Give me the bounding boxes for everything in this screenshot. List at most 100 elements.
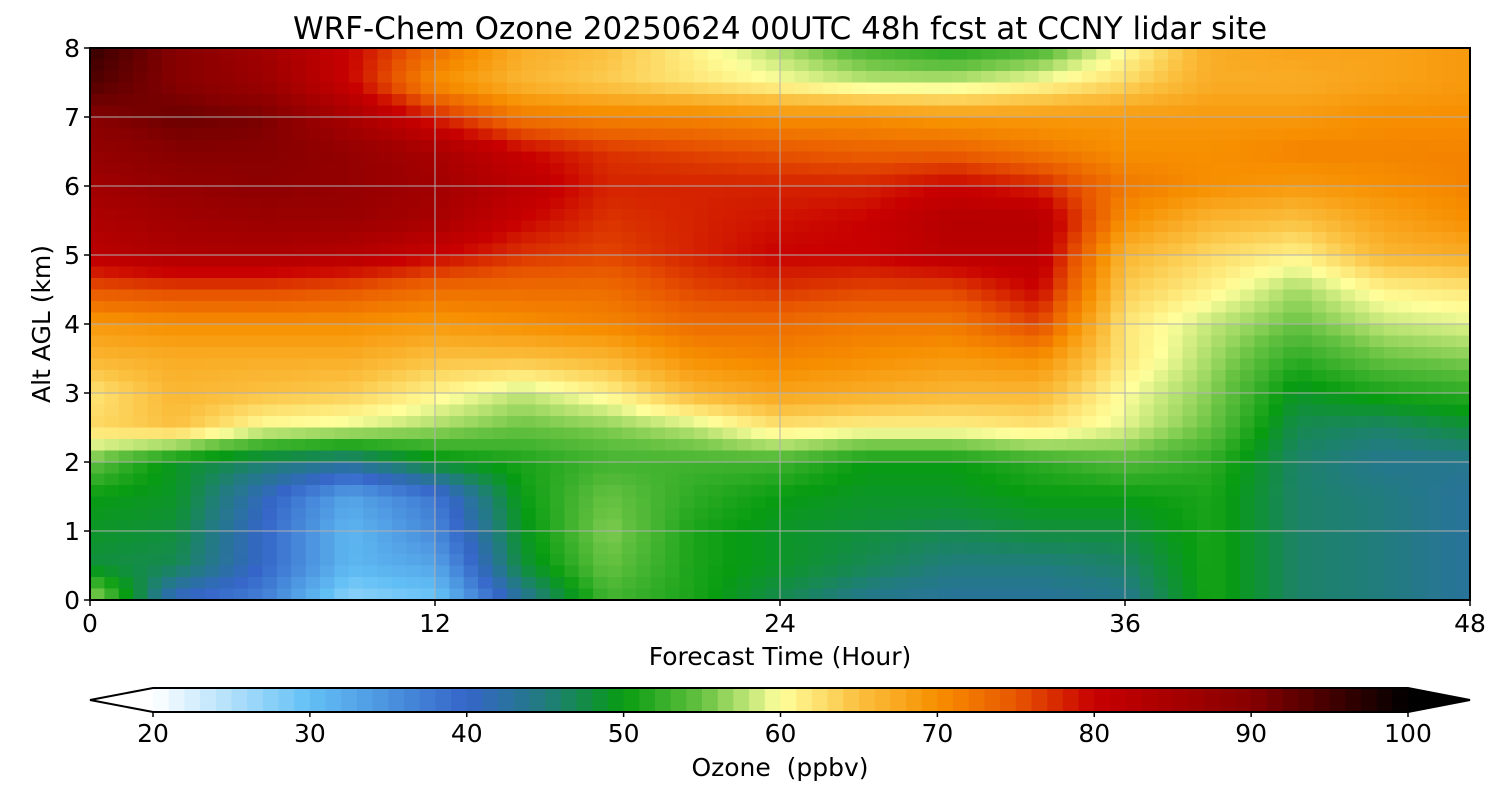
heatmap-cell: [564, 450, 580, 463]
heatmap-cell: [1125, 312, 1140, 325]
heatmap-cell: [693, 48, 709, 61]
colorbar-segment: [1015, 688, 1032, 712]
heatmap-cell: [550, 301, 565, 314]
heatmap-cell: [1441, 542, 1457, 555]
heatmap-cell: [262, 473, 278, 486]
heatmap-cell: [952, 462, 968, 475]
heatmap-cell: [161, 209, 177, 222]
heatmap-cell: [1010, 370, 1025, 383]
heatmap-cell: [1153, 301, 1169, 314]
heatmap-cell: [1225, 151, 1241, 164]
heatmap-cell: [291, 71, 307, 84]
heatmap-cell: [1326, 266, 1342, 279]
heatmap-cell: [291, 370, 307, 383]
heatmap-cell: [377, 496, 393, 509]
heatmap-cell: [1412, 82, 1428, 95]
heatmap-cell: [808, 554, 824, 567]
heatmap-cell: [1153, 531, 1169, 544]
heatmap-cell: [305, 140, 321, 153]
heatmap-cell: [205, 48, 220, 61]
heatmap-cell: [276, 416, 292, 429]
heatmap-cell: [665, 140, 680, 153]
heatmap-cell: [449, 450, 465, 463]
heatmap-cell: [909, 335, 925, 348]
heatmap-cell: [1024, 565, 1040, 578]
heatmap-cell: [147, 462, 163, 475]
heatmap-cell: [952, 508, 968, 521]
heatmap-cell: [1412, 496, 1428, 509]
heatmap-cell: [895, 577, 910, 590]
heatmap-cell: [995, 542, 1011, 555]
heatmap-cell: [722, 519, 738, 532]
heatmap-cell: [1096, 255, 1112, 268]
heatmap-cell: [420, 347, 436, 360]
heatmap-cell: [435, 243, 450, 256]
heatmap-cell: [176, 197, 192, 210]
heatmap-cell: [406, 370, 422, 383]
heatmap-cell: [205, 347, 220, 360]
heatmap-cell: [837, 289, 853, 302]
heatmap-cell: [406, 588, 422, 600]
heatmap-cell: [1369, 496, 1385, 509]
heatmap-cell: [420, 358, 436, 371]
heatmap-cell: [176, 381, 192, 394]
heatmap-cell: [348, 439, 364, 452]
heatmap-cell: [291, 588, 307, 600]
heatmap-cell: [751, 48, 767, 61]
heatmap-cell: [161, 232, 177, 245]
heatmap-cell: [780, 197, 795, 210]
heatmap-cell: [923, 312, 939, 325]
heatmap-cell: [190, 186, 206, 199]
heatmap-cell: [765, 232, 781, 245]
heatmap-cell: [1268, 393, 1284, 406]
heatmap-cell: [334, 404, 350, 417]
heatmap-cell: [909, 404, 925, 417]
heatmap-cell: [751, 209, 767, 222]
heatmap-cell: [1383, 462, 1399, 475]
heatmap-cell: [1283, 278, 1299, 291]
heatmap-cell: [966, 542, 982, 555]
heatmap-cell: [104, 554, 120, 567]
heatmap-cell: [1326, 174, 1342, 187]
heatmap-cell: [463, 128, 479, 141]
heatmap-cell: [823, 462, 839, 475]
heatmap-cell: [219, 82, 235, 95]
heatmap-cell: [780, 243, 795, 256]
heatmap-cell: [621, 577, 637, 590]
heatmap-cell: [880, 508, 896, 521]
heatmap-cell: [1268, 588, 1284, 600]
heatmap-cell: [1383, 496, 1399, 509]
heatmap-cell: [133, 450, 149, 463]
heatmap-cell: [923, 565, 939, 578]
heatmap-cell: [909, 174, 925, 187]
heatmap-cell: [506, 71, 522, 84]
heatmap-cell: [190, 554, 206, 567]
heatmap-cell: [1053, 301, 1069, 314]
heatmap-cell: [1096, 174, 1112, 187]
heatmap-cell: [1383, 278, 1399, 291]
colorbar-segment: [1078, 688, 1095, 712]
heatmap-cell: [880, 59, 896, 72]
heatmap-cell: [1182, 450, 1198, 463]
heatmap-cell: [1426, 496, 1442, 509]
heatmap-cell: [765, 381, 781, 394]
heatmap-cell: [794, 554, 810, 567]
heatmap-cell: [1311, 312, 1327, 325]
heatmap-cell: [1398, 381, 1414, 394]
heatmap-cell: [435, 94, 450, 107]
heatmap-cell: [1010, 266, 1025, 279]
heatmap-cell: [1268, 496, 1284, 509]
heatmap-cell: [621, 71, 637, 84]
heatmap-cell: [463, 450, 479, 463]
heatmap-cell: [780, 416, 795, 429]
heatmap-cell: [765, 404, 781, 417]
heatmap-cell: [1096, 531, 1112, 544]
heatmap-cell: [866, 462, 882, 475]
heatmap-cell: [291, 220, 307, 233]
heatmap-cell: [205, 404, 220, 417]
heatmap-cell: [923, 370, 939, 383]
heatmap-cell: [1038, 450, 1054, 463]
heatmap-cell: [262, 209, 278, 222]
heatmap-cell: [837, 82, 853, 95]
colorbar-segment: [200, 688, 217, 712]
